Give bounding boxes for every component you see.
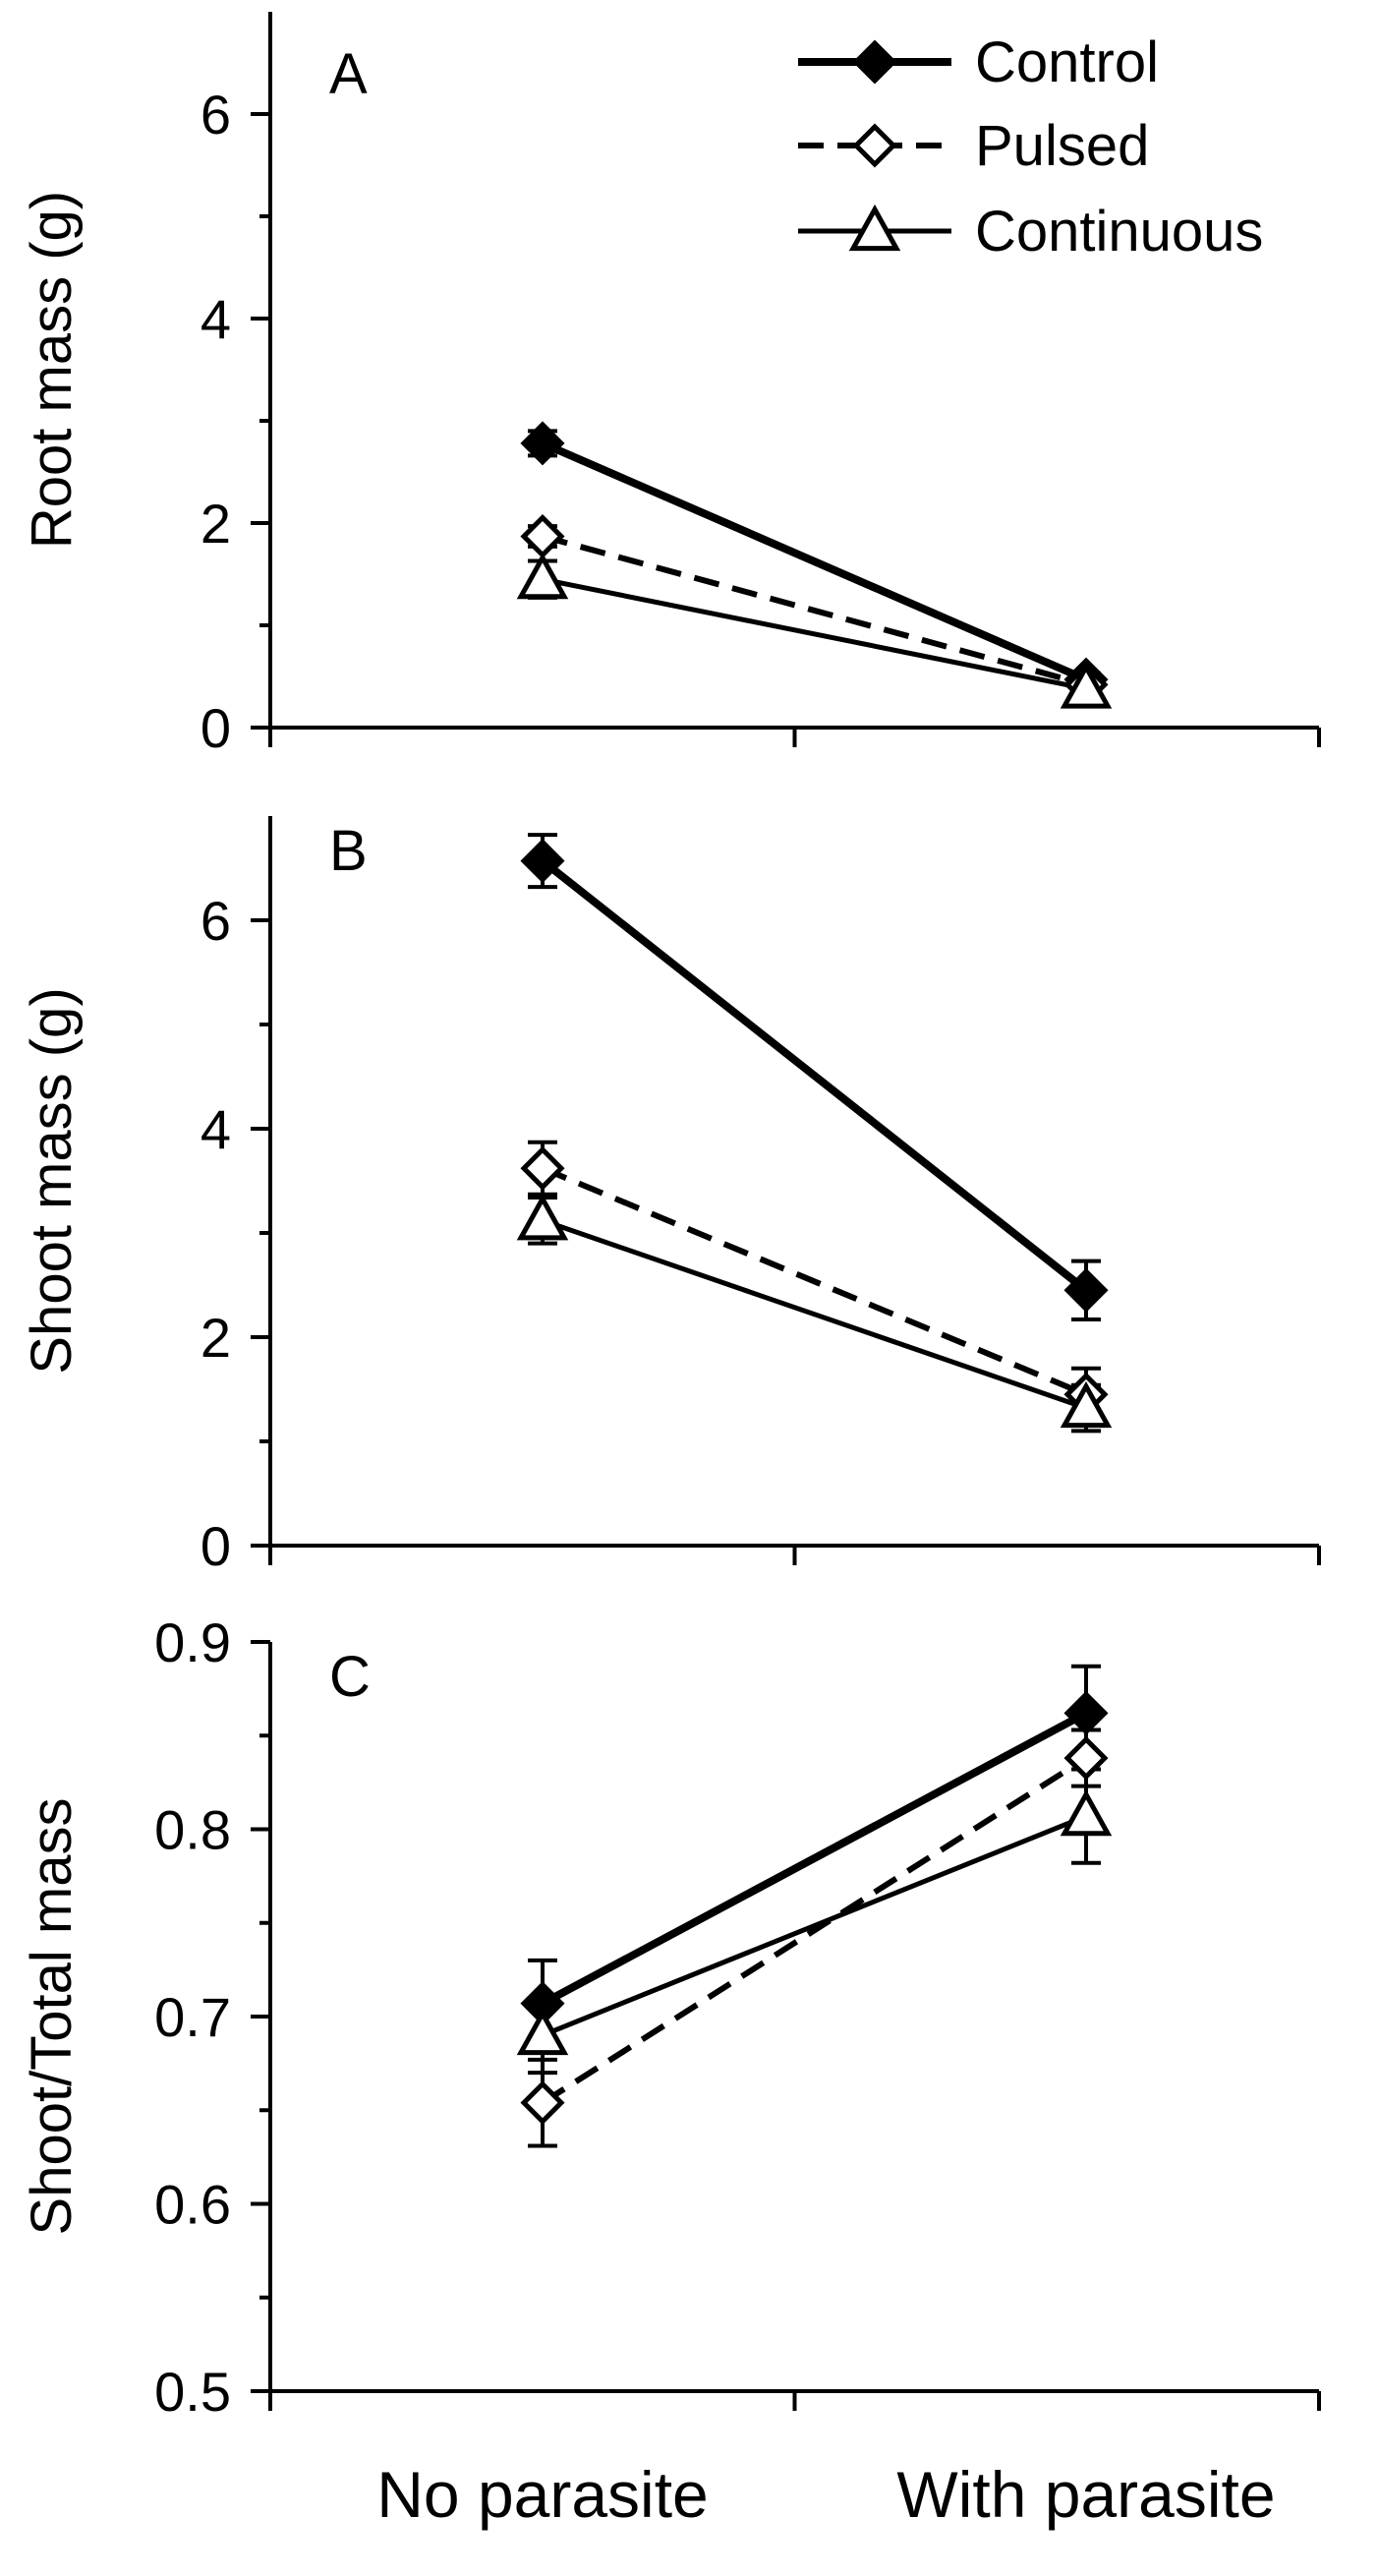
data-point-pulsed (1063, 1735, 1109, 1781)
data-point-continuous (1060, 1380, 1113, 1429)
legend-label: Continuous (975, 200, 1263, 263)
series-line-pulsed (541, 1755, 1088, 2106)
y-tick-label: 0 (201, 697, 231, 759)
data-point-control (1063, 1267, 1109, 1313)
legend-marker (852, 39, 897, 85)
legend-label: Pulsed (975, 114, 1149, 178)
panel-b: 0 2 4 6 Shoot mass (g) B (20, 816, 1321, 1577)
series-line-pulsed (542, 533, 1087, 688)
x-category-label: With parasite (896, 2458, 1275, 2531)
series-line-pulsed (541, 1165, 1088, 1398)
data-point-control (520, 421, 565, 466)
y-axis-label: Root mass (g) (20, 191, 84, 549)
y-tick-label: 6 (201, 84, 231, 146)
series-line-continuous (542, 1217, 1087, 1411)
data-point-pulsed (520, 1145, 565, 1191)
series-line-continuous (542, 576, 1087, 691)
data-point-continuous (516, 2008, 569, 2056)
y-tick-label: 4 (201, 288, 231, 350)
series-line-control (541, 1709, 1088, 2008)
y-tick-label: 0 (201, 1515, 231, 1577)
data-point-continuous (1060, 1789, 1113, 1837)
legend: Control Pulsed Continuous (798, 30, 1263, 263)
y-axis-label: Shoot/Total mass (20, 1798, 84, 2236)
y-tick-label: 0.8 (154, 1799, 231, 1861)
panel-letter: C (329, 1645, 371, 1709)
y-tick-label: 0.9 (154, 1611, 231, 1673)
panel-c: 0.5 0.6 0.7 0.8 0.9 Shoot/Total mass C No paras… (20, 1611, 1321, 2531)
data-point-pulsed (520, 513, 565, 559)
y-tick-label: 2 (201, 1307, 231, 1369)
series-line-control (540, 857, 1089, 1294)
series-line-continuous (542, 1813, 1087, 2038)
y-tick-label: 4 (201, 1098, 231, 1160)
x-category-label: No parasite (376, 2458, 709, 2531)
data-point-pulsed (520, 2080, 565, 2126)
data-point-control (1063, 1690, 1109, 1735)
data-point-continuous (516, 553, 569, 600)
series-line-control (541, 439, 1088, 683)
data-point-continuous (1060, 662, 1113, 709)
y-tick-label: 0.6 (154, 2174, 231, 2236)
y-tick-label: 6 (201, 890, 231, 952)
y-tick-label: 0.7 (154, 1986, 231, 2048)
panel-letter: B (329, 819, 368, 883)
panel-letter: A (329, 42, 368, 106)
data-point-continuous (516, 1194, 569, 1241)
panel-a: 0 2 4 6 Root mass (g) A Control Pulsed Continuou… (20, 12, 1321, 759)
data-point-control (520, 839, 565, 884)
legend-marker (848, 204, 901, 252)
y-tick-label: 2 (201, 493, 231, 555)
legend-label: Control (975, 30, 1159, 94)
y-tick-label: 0.5 (154, 2361, 231, 2423)
y-axis-label: Shoot mass (g) (20, 987, 84, 1374)
legend-marker (852, 123, 897, 168)
